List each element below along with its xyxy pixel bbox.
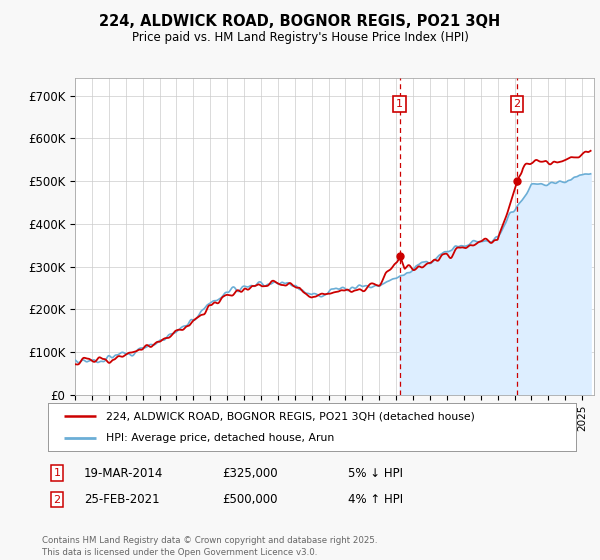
Text: 4% ↑ HPI: 4% ↑ HPI [348,493,403,506]
Text: 2: 2 [53,494,61,505]
Text: Price paid vs. HM Land Registry's House Price Index (HPI): Price paid vs. HM Land Registry's House … [131,31,469,44]
Text: 1: 1 [396,99,403,109]
Text: 224, ALDWICK ROAD, BOGNOR REGIS, PO21 3QH: 224, ALDWICK ROAD, BOGNOR REGIS, PO21 3Q… [100,14,500,29]
Text: 224, ALDWICK ROAD, BOGNOR REGIS, PO21 3QH (detached house): 224, ALDWICK ROAD, BOGNOR REGIS, PO21 3Q… [106,411,475,421]
Text: 1: 1 [53,468,61,478]
Text: £500,000: £500,000 [222,493,277,506]
Text: 2: 2 [514,99,521,109]
Text: HPI: Average price, detached house, Arun: HPI: Average price, detached house, Arun [106,433,334,443]
Text: 25-FEB-2021: 25-FEB-2021 [84,493,160,506]
Text: 19-MAR-2014: 19-MAR-2014 [84,466,163,480]
Text: Contains HM Land Registry data © Crown copyright and database right 2025.
This d: Contains HM Land Registry data © Crown c… [42,536,377,557]
Text: 5% ↓ HPI: 5% ↓ HPI [348,466,403,480]
Text: £325,000: £325,000 [222,466,278,480]
